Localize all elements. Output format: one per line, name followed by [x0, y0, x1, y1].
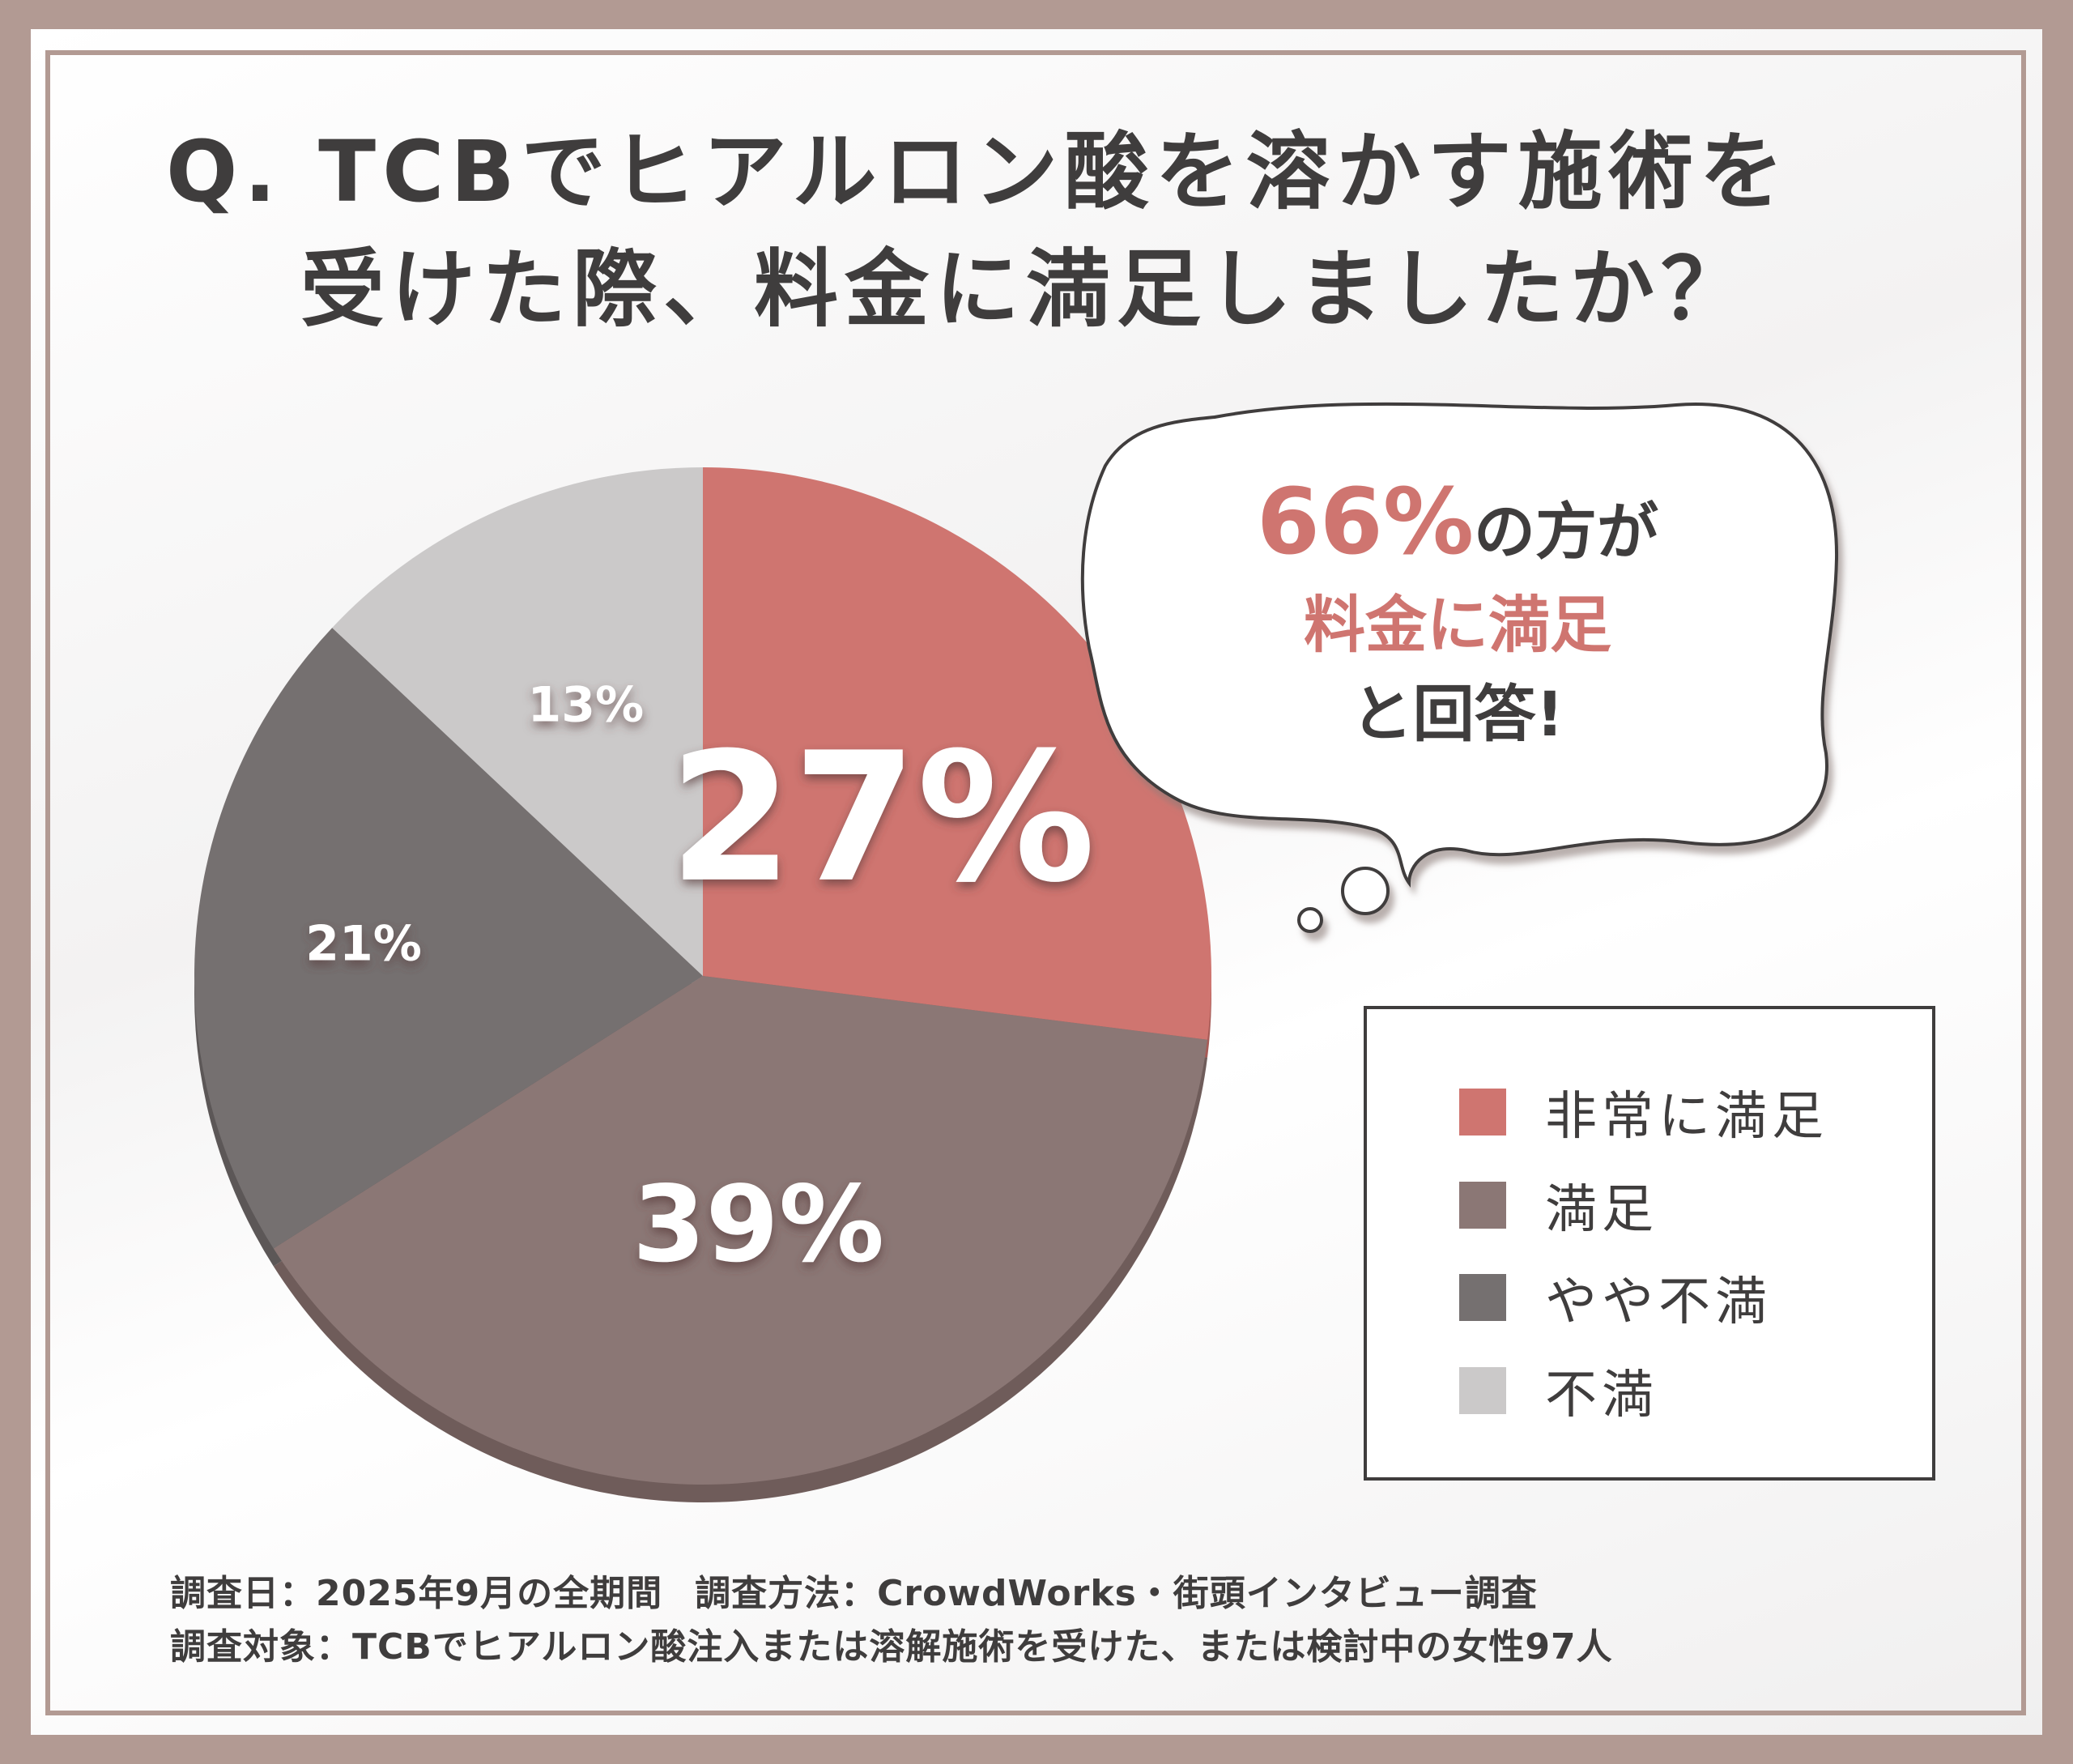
legend-item-satisfied: 満足: [1459, 1180, 1658, 1240]
survey-target: 調査対象：TCBでヒアルロン酸注入または溶解施術を受けた、または検討中の女性97…: [170, 1626, 1613, 1668]
chart-title: Q. TCBでヒアルロン酸を溶かす施術を 受けた際、料金に満足しましたか？: [166, 113, 1947, 348]
legend-swatch: [1459, 1274, 1506, 1321]
pie-slices-group: [194, 467, 1211, 1485]
pie-label-somewhat-dissatisfied: 21%: [305, 915, 422, 972]
survey-footer: 調査日：2025年9月の全期間 調査方法：CrowdWorks・街頭インタビュー調…: [170, 1567, 2033, 1674]
legend-item-very-satisfied: 非常に満足: [1459, 1087, 1828, 1147]
legend-swatch: [1459, 1367, 1506, 1414]
title-line-2: 受けた際、料金に満足しましたか？: [300, 240, 1752, 339]
legend-label: 不満: [1545, 1366, 1658, 1425]
speech-bubble: [1080, 402, 1839, 933]
pie-label-satisfied: 39%: [632, 1162, 884, 1285]
survey-method: 調査方法：CrowdWorks・街頭インタビュー調査: [695, 1573, 1538, 1614]
callout-suffix: の方が: [1474, 496, 1659, 568]
callout-ending: と回答!: [1351, 678, 1564, 750]
pie-slice-dissatisfied: [332, 467, 703, 976]
pie-slice-very-satisfied: [703, 467, 1211, 1040]
legend-label: 満足: [1545, 1180, 1658, 1240]
chart-legend: 非常に満足 満足 やや不満 不満: [1364, 1006, 1935, 1481]
title-line-1: Q. TCBでヒアルロン酸を溶かす施術を: [166, 122, 1790, 221]
legend-swatch: [1459, 1089, 1506, 1136]
pie-label-very-satisfied: 27%: [669, 714, 1096, 922]
callout-highlight: 66%: [1256, 470, 1475, 575]
legend-label: 非常に満足: [1545, 1087, 1828, 1147]
callout-accent: 料金に満足: [1304, 589, 1611, 661]
callout-text: 66%の方が 料金に満足 と回答!: [1101, 470, 1814, 753]
legend-item-somewhat-dissatisfied: やや不満: [1459, 1272, 1772, 1332]
legend-swatch: [1459, 1182, 1506, 1229]
pie-labels-group: 27% 39% 21% 13%: [305, 677, 1095, 1286]
pie-label-dissatisfied: 13%: [528, 677, 645, 734]
pie-slice-somewhat-dissatisfied: [194, 628, 703, 1249]
pie-slice-satisfied: [273, 976, 1208, 1485]
legend-item-dissatisfied: 不満: [1459, 1366, 1658, 1425]
survey-date: 調査日：2025年9月の全期間: [170, 1573, 663, 1614]
card-frame: [45, 50, 2026, 1715]
legend-label: やや不満: [1545, 1272, 1772, 1332]
